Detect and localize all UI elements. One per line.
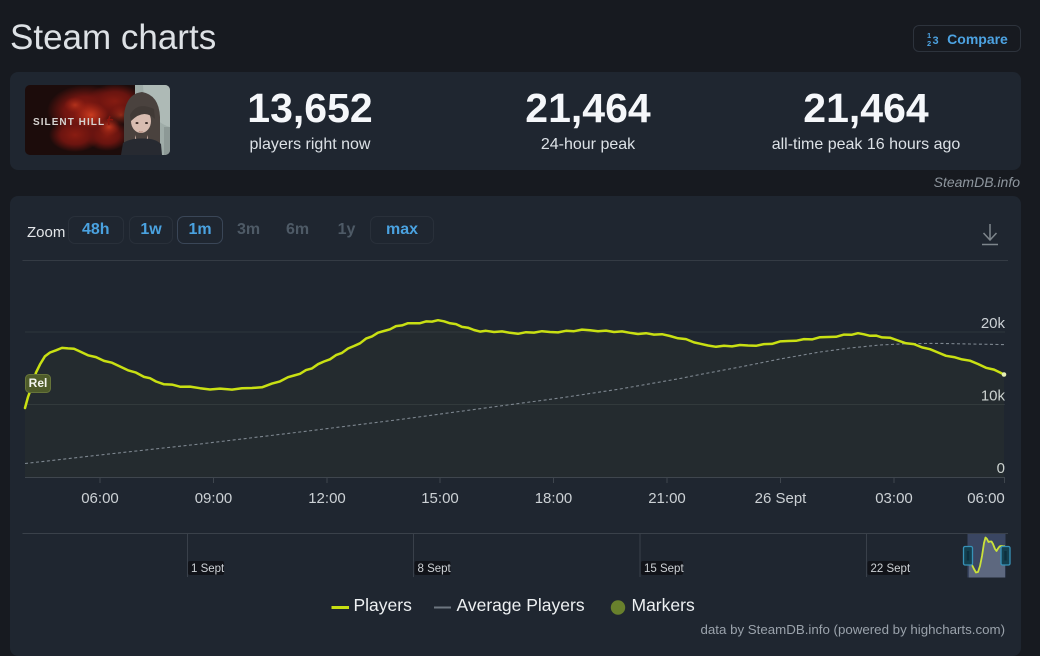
svg-text:22 Sept: 22 Sept	[871, 563, 911, 575]
svg-text:09:00: 09:00	[195, 490, 233, 507]
svg-text:15 Sept: 15 Sept	[644, 563, 684, 575]
svg-text:1: 1	[927, 31, 931, 40]
svg-text:03:00: 03:00	[875, 490, 913, 507]
svg-text:3: 3	[933, 35, 939, 47]
svg-text:06:00: 06:00	[967, 490, 1005, 507]
svg-text:Players: Players	[354, 595, 413, 615]
svg-text:1 Sept: 1 Sept	[191, 563, 225, 575]
svg-text:Average Players: Average Players	[457, 595, 585, 615]
svg-text:data by SteamDB.info (powered: data by SteamDB.info (powered by highcha…	[701, 622, 1006, 637]
svg-text:26 Sept: 26 Sept	[755, 490, 808, 507]
svg-text:8 Sept: 8 Sept	[418, 563, 452, 575]
svg-text:0: 0	[997, 460, 1005, 477]
svg-text:Markers: Markers	[632, 595, 695, 615]
svg-text:10k: 10k	[981, 388, 1006, 405]
svg-text:Rel: Rel	[29, 376, 48, 390]
svg-text:12:00: 12:00	[308, 490, 346, 507]
svg-text:20k: 20k	[981, 315, 1006, 332]
svg-text:06:00: 06:00	[81, 490, 119, 507]
svg-text:18:00: 18:00	[535, 490, 573, 507]
svg-text:21:00: 21:00	[648, 490, 686, 507]
svg-text:2: 2	[927, 39, 931, 47]
svg-text:15:00: 15:00	[421, 490, 459, 507]
svg-text:SILENT HILL: SILENT HILL	[33, 117, 105, 128]
